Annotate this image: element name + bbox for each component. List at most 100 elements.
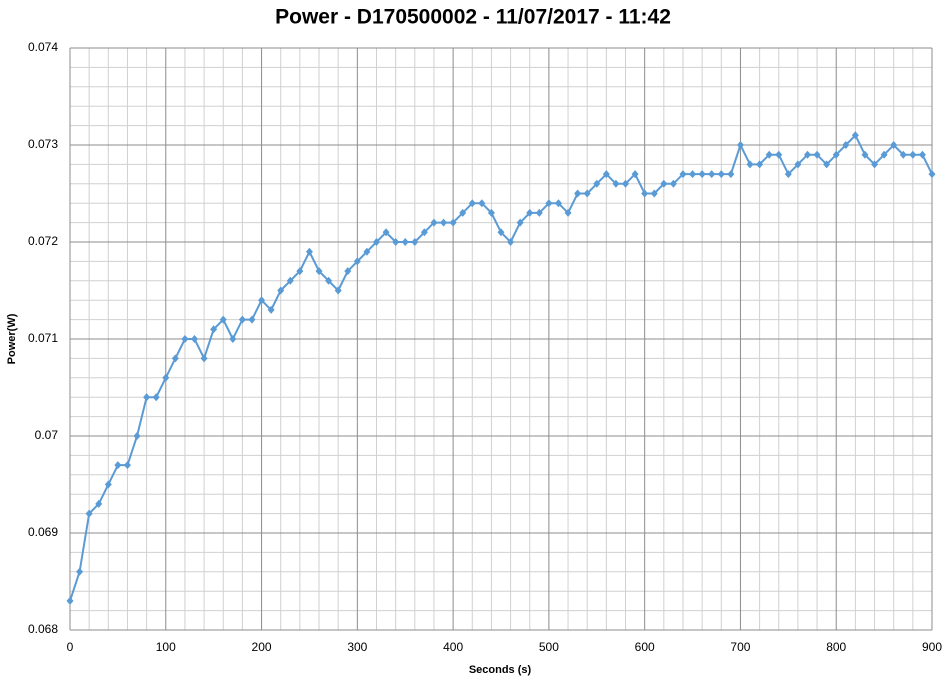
data-marker [756,160,764,169]
x-tick-label: 0 [67,640,74,654]
x-tick-label: 500 [539,640,559,654]
y-tick-label: 0.073 [28,137,58,151]
data-marker [813,150,821,159]
data-marker [784,170,792,179]
data-marker [152,393,160,402]
data-marker [669,179,677,188]
data-marker [85,509,93,518]
data-marker [440,218,448,227]
data-marker [507,238,515,246]
data-marker [851,131,859,140]
data-marker [650,189,658,198]
data-marker [392,238,400,246]
data-marker [191,335,199,343]
data-marker [143,393,151,402]
data-marker [382,228,390,237]
data-line [69,133,933,602]
data-marker [171,354,179,363]
data-marker [229,335,237,343]
data-marker [248,315,256,324]
data-marker [277,286,285,295]
data-marker [363,247,371,256]
data-marker [411,238,419,246]
data-marker [267,305,275,314]
data-marker [554,199,562,208]
data-marker [574,189,582,198]
data-marker [727,170,735,179]
data-marker [325,276,333,285]
data-marker [104,480,112,489]
data-marker [535,208,543,217]
data-marker [344,267,352,276]
x-tick-label: 200 [252,640,272,654]
data-marker [66,596,74,605]
data-marker [660,179,668,188]
data-marker [526,208,534,217]
data-marker [842,141,850,149]
data-marker [909,150,917,159]
data-marker [296,267,304,276]
data-marker [717,170,725,179]
data-marker [832,150,840,159]
data-marker [689,170,697,179]
data-marker [564,208,572,217]
data-marker [95,499,103,508]
data-marker [238,315,246,324]
data-marker [286,276,294,285]
data-marker [765,150,773,159]
data-marker [602,170,610,179]
data-marker [420,228,428,237]
data-marker [928,170,936,179]
y-tick-label: 0.068 [28,622,58,636]
data-marker [315,267,323,276]
data-marker [123,461,131,470]
x-tick-label: 800 [826,640,846,654]
data-marker [612,179,620,188]
data-marker [890,141,898,149]
data-marker [334,286,342,295]
data-marker [219,315,227,324]
data-marker [162,373,170,382]
data-marker [918,150,926,159]
data-marker [794,160,802,169]
data-marker [200,354,208,363]
y-tick-label: 0.069 [28,525,58,539]
data-marker [468,199,476,208]
data-marker [430,218,438,227]
data-marker [823,160,831,169]
y-tick-label: 0.072 [28,234,58,248]
chart-title: Power - D170500002 - 11/07/2017 - 11:42 [275,6,671,29]
data-marker [698,170,706,179]
y-tick-label: 0.071 [28,331,58,345]
data-marker [593,179,601,188]
data-marker [746,160,754,169]
x-tick-label: 300 [347,640,367,654]
data-marker [401,238,409,246]
data-marker [803,150,811,159]
data-marker [622,179,630,188]
data-marker [459,208,467,217]
x-tick-label: 400 [443,640,463,654]
data-marker [258,296,266,305]
data-marker [76,567,84,576]
data-marker [736,141,744,149]
x-tick-label: 100 [156,640,176,654]
data-marker [631,170,639,179]
y-tick-label: 0.07 [35,428,59,442]
data-marker [641,189,649,198]
data-marker [583,189,591,198]
data-marker [545,199,553,208]
data-marker [497,228,505,237]
data-marker [679,170,687,179]
data-marker [181,335,189,343]
data-marker [372,238,380,246]
data-marker [861,150,869,159]
data-marker [305,247,313,256]
data-marker [487,208,495,217]
data-marker [114,461,122,470]
data-marker [880,150,888,159]
data-marker [210,325,218,334]
data-marker [708,170,716,179]
